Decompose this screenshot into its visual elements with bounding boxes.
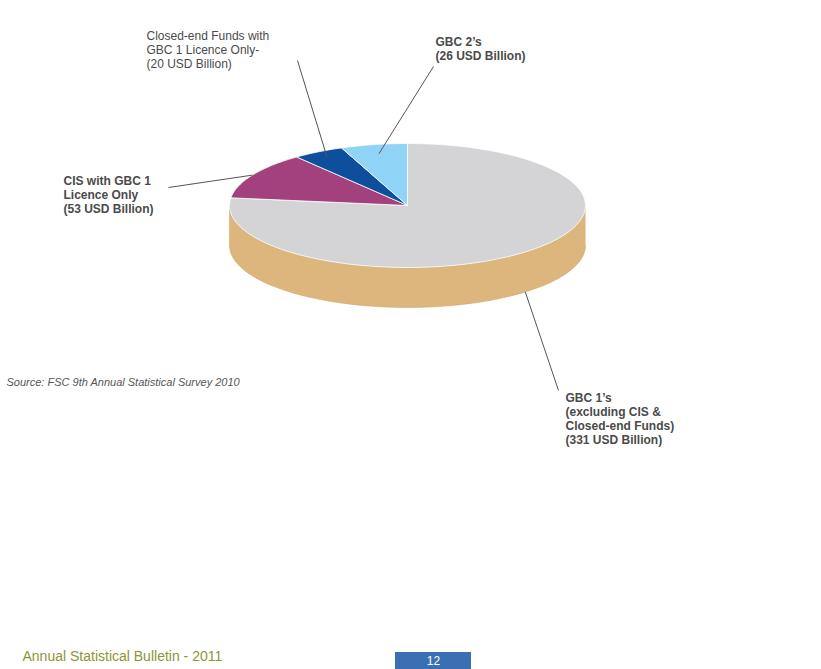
svg-text:12: 12 [427,654,441,668]
svg-text:Closed-end Funds withGBC 1 Lic: Closed-end Funds withGBC 1 Licence Only-… [147,29,270,71]
svg-text:CIS with GBC 1Licence Only(53: CIS with GBC 1Licence Only(53 USD Billio… [64,174,154,216]
svg-text:GBC 1’s(excluding CIS &Closed-: GBC 1’s(excluding CIS &Closed-end Funds)… [566,391,675,446]
svg-text:Source: FSC 9th Annual Statist: Source: FSC 9th Annual Statistical Surve… [7,376,241,388]
svg-text:Annual Statistical Bulletin -: Annual Statistical Bulletin - 2011 [23,648,223,664]
svg-text:GBC 2’s(26 USD Billion): GBC 2’s(26 USD Billion) [436,35,526,63]
